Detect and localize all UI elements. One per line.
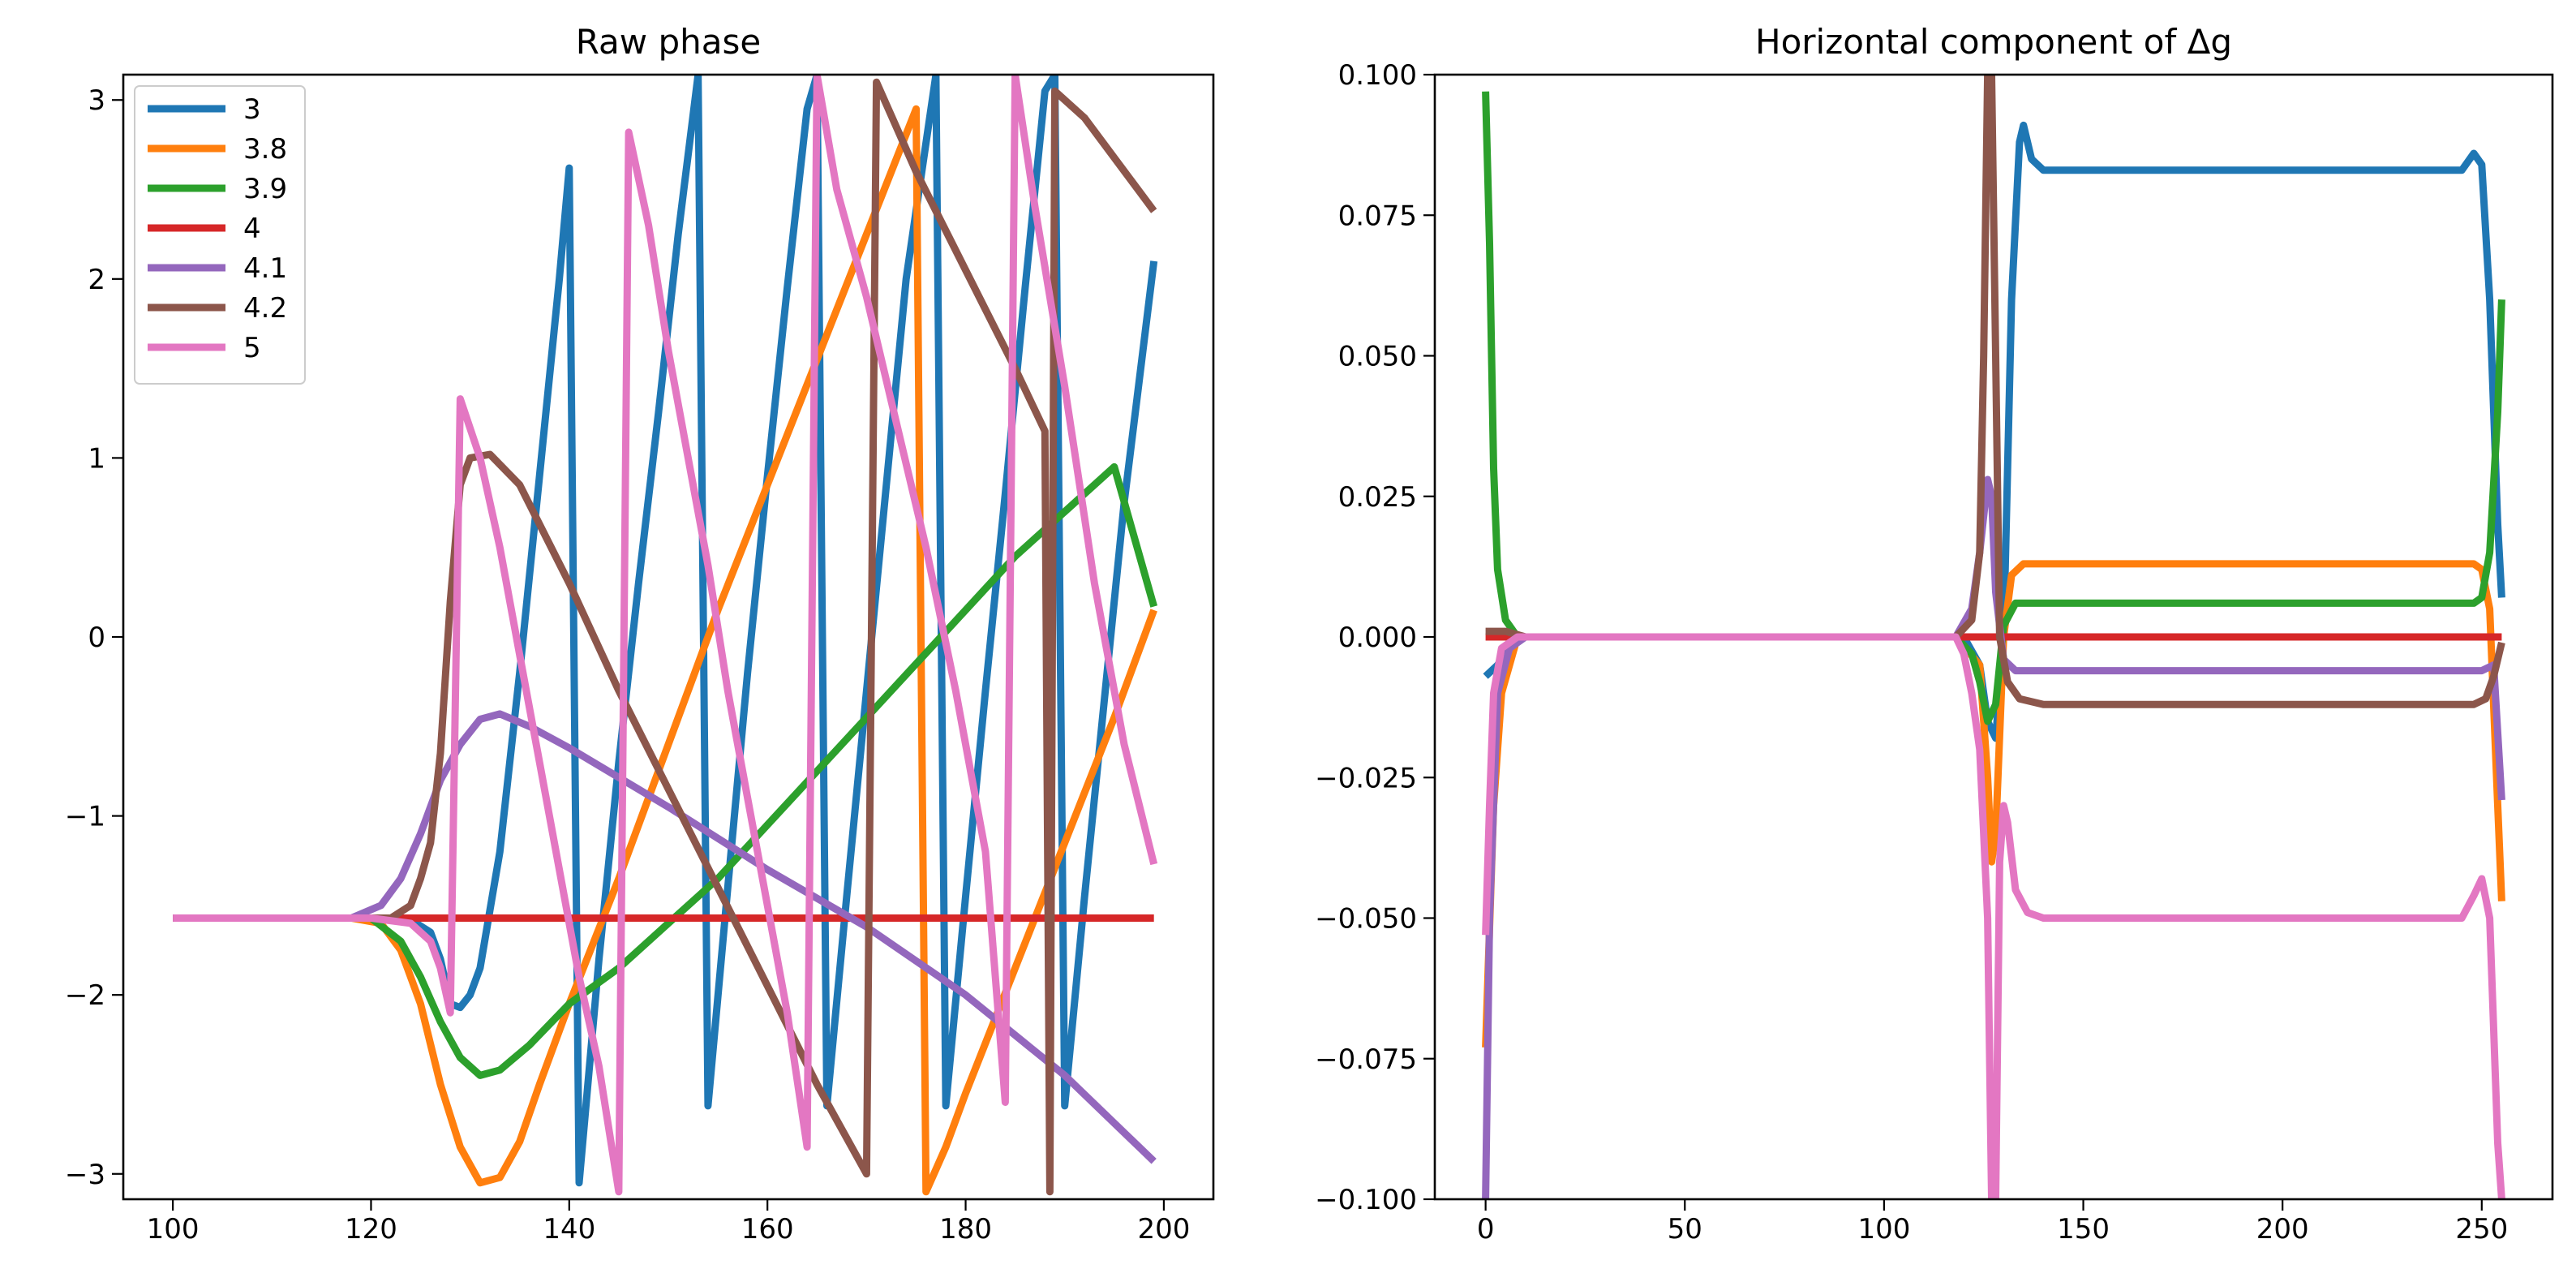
legend-label: 5 (243, 332, 261, 364)
y-tick-label: 0.025 (1338, 481, 1417, 514)
y-tick-label: −3 (65, 1159, 105, 1191)
y-tick-label: −0.100 (1315, 1184, 1417, 1216)
y-tick-label: 0.050 (1338, 341, 1417, 373)
plot-area (173, 75, 1158, 1196)
legend-label: 4.1 (243, 252, 287, 285)
y-tick-label: −1 (65, 801, 105, 833)
series-line-4.1 (173, 710, 1157, 1164)
x-tick-label: 160 (741, 1213, 794, 1245)
series-line-7 (1482, 633, 2505, 1199)
series-line-4.2 (173, 78, 1157, 1196)
y-tick-label: 2 (88, 264, 105, 296)
x-tick-label: 120 (345, 1213, 397, 1245)
series-line-3.9 (173, 462, 1158, 1079)
y-tick-label: 1 (88, 442, 105, 475)
series-line-3 (173, 75, 1158, 1187)
x-tick-label: 50 (1668, 1213, 1702, 1245)
x-tick-label: 150 (2057, 1213, 2110, 1245)
series-line-3.8 (173, 105, 1157, 1196)
x-tick-label: 180 (939, 1213, 992, 1245)
y-tick-label: 0.100 (1338, 59, 1417, 92)
y-tick-label: 0.000 (1338, 622, 1417, 654)
chart-title: Raw phase (576, 22, 761, 62)
y-tick-label: −2 (65, 979, 105, 1012)
x-tick-label: 100 (147, 1213, 200, 1245)
y-tick-label: −0.075 (1315, 1043, 1417, 1076)
series-line-5 (1482, 475, 2505, 1199)
legend-label: 3.9 (243, 173, 287, 205)
legend-label: 3 (243, 93, 261, 126)
x-tick-label: 0 (1477, 1213, 1495, 1245)
x-tick-label: 200 (1137, 1213, 1190, 1245)
series-line-5 (173, 75, 1158, 1196)
y-tick-label: −0.050 (1315, 903, 1417, 936)
x-tick-label: 250 (2455, 1213, 2508, 1245)
axes-horizontal-component: 0 50 100 150 200 250 −0.100 −0.075 −0.050 −0.025 0… (1315, 22, 2554, 1245)
x-tick-label: 200 (2256, 1213, 2309, 1245)
x-tick-label: 100 (1857, 1213, 1910, 1245)
chart-title: Horizontal component of Δg (1755, 22, 2232, 62)
y-tick-label: −0.025 (1315, 762, 1417, 794)
y-tick-label: 0.075 (1338, 200, 1417, 232)
series-line-3 (1482, 91, 2505, 725)
legend: 3 3.8 3.9 4 4.1 4.2 5 (134, 85, 306, 385)
axes-raw-phase: 100 120 140 160 180 200 −3 −2 −1 0 1 2 3 Raw phase 3 3.… (65, 22, 1215, 1245)
legend-label: 4 (243, 213, 261, 245)
y-tick-label: 0 (88, 622, 105, 654)
legend-label: 3.8 (243, 133, 287, 166)
x-tick-label: 140 (543, 1213, 595, 1245)
plot-area (1482, 75, 2505, 1199)
y-tick-label: 3 (88, 84, 105, 117)
legend-label: 4.2 (243, 292, 287, 325)
